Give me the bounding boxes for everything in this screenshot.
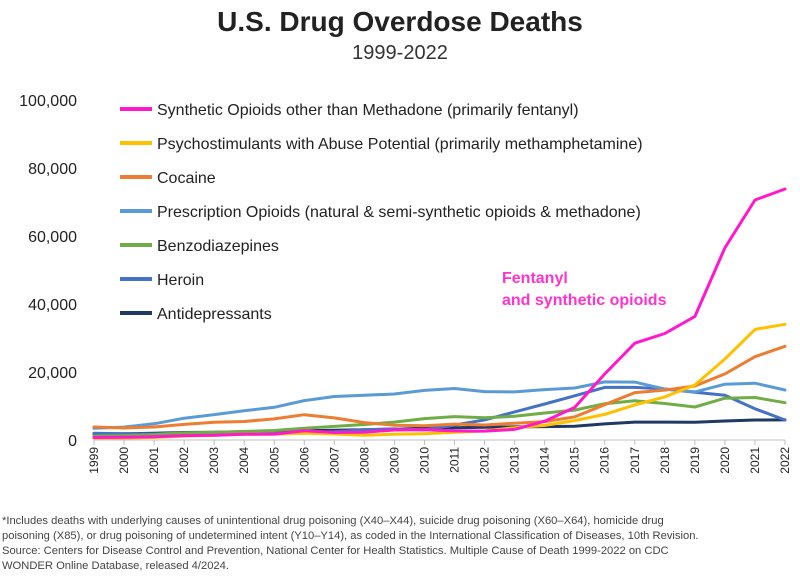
footnote-line: *Includes deaths with underlying causes … — [2, 515, 664, 527]
x-tick-label: 2008 — [357, 447, 371, 474]
fentanyl-annotation-line1: Fentanyl — [502, 270, 568, 287]
x-tick-label: 2022 — [778, 447, 792, 474]
legend-label: Psychostimulants with Abuse Potential (p… — [157, 136, 643, 153]
x-tick-label: 2016 — [598, 447, 612, 474]
x-tick-label: 2009 — [387, 447, 401, 474]
x-tick-label: 2017 — [628, 447, 642, 474]
x-tick-label: 2000 — [117, 447, 131, 474]
y-tick-label: 20,000 — [28, 365, 77, 382]
x-tick-label: 2007 — [327, 447, 341, 474]
legend-label: Synthetic Opioids other than Methadone (… — [157, 102, 579, 119]
x-tick-label: 2006 — [297, 447, 311, 474]
fentanyl-annotation-line2: and synthetic opioids — [502, 292, 667, 309]
legend-label: Heroin — [157, 272, 204, 289]
x-tick-label: 1999 — [87, 447, 101, 474]
legend-label: Cocaine — [157, 170, 216, 187]
legend-label: Prescription Opioids (natural & semi-syn… — [157, 204, 641, 221]
y-tick-label: 100,000 — [19, 93, 77, 110]
x-tick-label: 2012 — [478, 447, 492, 474]
y-tick-label: 0 — [68, 433, 77, 450]
series-line — [92, 385, 787, 436]
x-tick-label: 2002 — [177, 447, 191, 474]
y-axis-ticks: 0 20,000 40,000 60,000 80,000 100,000 — [19, 93, 77, 450]
footnote-line: Source: Centers for Disease Control and … — [2, 545, 669, 557]
x-tick-label: 2019 — [688, 447, 702, 474]
footnote: *Includes deaths with underlying causes … — [2, 514, 798, 574]
legend-label: Antidepressants — [157, 306, 272, 323]
x-tick-label: 2014 — [538, 447, 552, 474]
x-tick-label: 2020 — [718, 447, 732, 474]
chart-legend: Synthetic Opioids other than Methadone (… — [120, 102, 643, 323]
x-tick-label: 2004 — [237, 447, 251, 474]
footnote-line: WONDER Online Database, released 4/2024. — [2, 560, 229, 572]
y-tick-label: 80,000 — [28, 161, 77, 178]
page-subtitle: 1999-2022 — [352, 42, 448, 64]
x-tick-label: 2001 — [147, 447, 161, 474]
series-line — [92, 344, 787, 430]
x-tick-label: 2021 — [748, 447, 762, 474]
x-tick-label: 2005 — [267, 447, 281, 474]
series-lines — [92, 187, 787, 440]
y-tick-label: 40,000 — [28, 297, 77, 314]
x-tick-label: 2015 — [568, 447, 582, 474]
x-tick-label: 2003 — [207, 447, 221, 474]
series-line — [92, 187, 787, 439]
legend-label: Benzodiazepines — [157, 238, 279, 255]
x-tick-label: 2018 — [658, 447, 672, 474]
footnote-line: poisoning (X85), or drug poisoning of un… — [2, 530, 699, 542]
y-tick-label: 60,000 — [28, 229, 77, 246]
x-tick-label: 2010 — [417, 447, 431, 474]
page-title: U.S. Drug Overdose Deaths — [217, 6, 583, 37]
series-line — [92, 396, 787, 438]
x-tick-label: 2011 — [448, 447, 462, 473]
x-tick-label: 2013 — [508, 447, 522, 474]
x-axis-ticks: 1999 2000 2001 2002 2003 2004 2005 2006 2007 2008… — [87, 440, 792, 474]
